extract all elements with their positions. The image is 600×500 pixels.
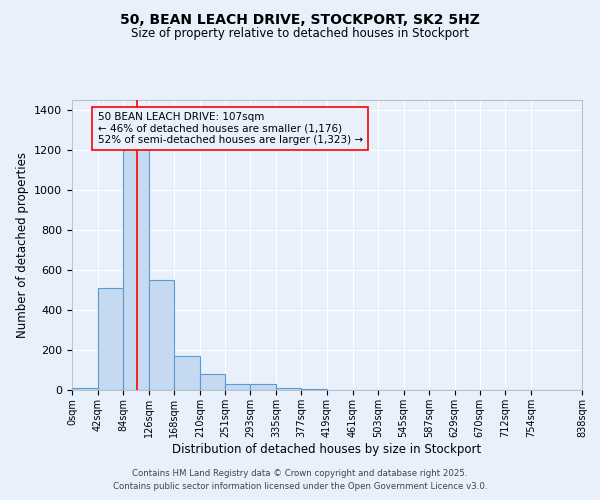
Bar [149,280,174,390]
Y-axis label: Number of detached properties: Number of detached properties [16,152,29,338]
Bar [98,288,123,390]
Bar [301,389,327,390]
Bar [72,388,98,390]
Text: Contains public sector information licensed under the Open Government Licence v3: Contains public sector information licen… [113,482,487,491]
Bar [225,384,250,390]
X-axis label: Distribution of detached houses by size in Stockport: Distribution of detached houses by size … [172,442,482,456]
Bar [276,388,301,390]
Bar [250,384,276,390]
Text: 50 BEAN LEACH DRIVE: 107sqm
← 46% of detached houses are smaller (1,176)
52% of : 50 BEAN LEACH DRIVE: 107sqm ← 46% of det… [98,112,362,145]
Bar [123,138,149,390]
Text: Size of property relative to detached houses in Stockport: Size of property relative to detached ho… [131,28,469,40]
Bar [174,356,200,390]
Bar [200,374,225,390]
Text: 50, BEAN LEACH DRIVE, STOCKPORT, SK2 5HZ: 50, BEAN LEACH DRIVE, STOCKPORT, SK2 5HZ [120,12,480,26]
Text: Contains HM Land Registry data © Crown copyright and database right 2025.: Contains HM Land Registry data © Crown c… [132,468,468,477]
